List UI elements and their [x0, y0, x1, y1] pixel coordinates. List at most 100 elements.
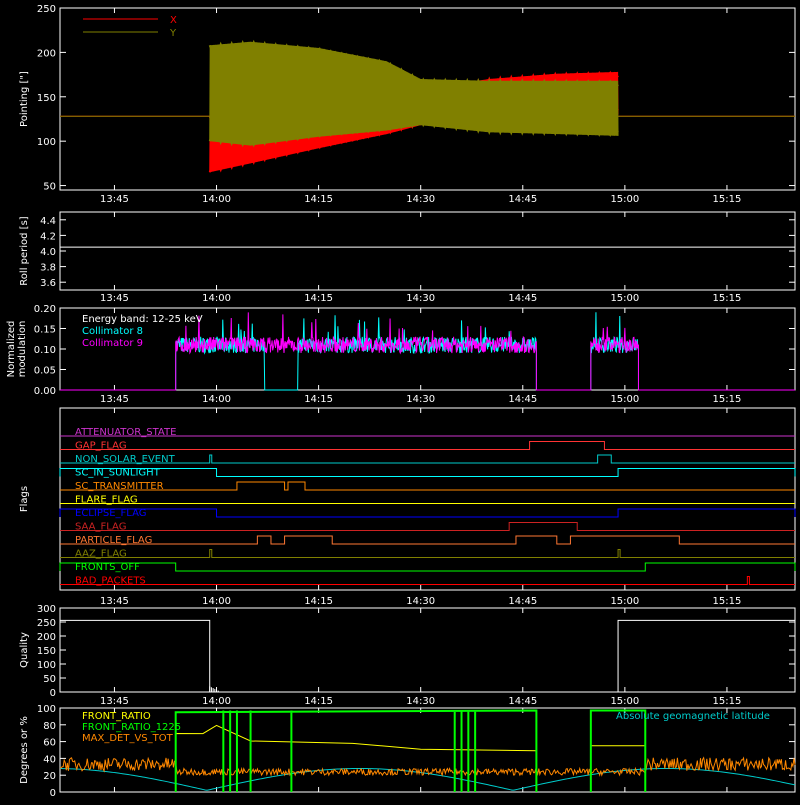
modulation-legend-1: Collimator 9	[82, 338, 143, 349]
flags-time-label-3: 14:30	[406, 596, 435, 607]
roll-ytick-label-2: 4.0	[40, 247, 56, 258]
pointing-time-label-6: 15:15	[713, 194, 742, 205]
degrees-ytick-label-2: 40	[43, 754, 56, 765]
modulation-ytick-label-0: 0.00	[34, 386, 56, 397]
modulation-time-label-2: 14:15	[304, 394, 333, 405]
degrees-legend-1: FRONT_RATIO_1225	[82, 722, 181, 733]
degrees-legend-0: FRONT_RATIO	[82, 711, 151, 722]
modulation-time-label-1: 14:00	[202, 394, 231, 405]
roll-time-label-5: 15:00	[610, 293, 639, 304]
pointing-time-label-3: 14:30	[406, 194, 435, 205]
pointing-time-label-1: 14:00	[202, 194, 231, 205]
modulation-ytick-label-1: 0.05	[34, 366, 56, 377]
panel-frames	[59, 7, 796, 793]
pointing-time-label-5: 15:00	[610, 194, 639, 205]
flag-label-fronts_off: FRONTS_OFF	[75, 562, 140, 573]
quality-time-label-4: 14:45	[508, 696, 537, 707]
modulation-time-label-4: 14:45	[508, 394, 537, 405]
modulation-time-label-6: 15:15	[713, 394, 742, 405]
flag-label-bad_packets: BAD_PACKETS	[75, 576, 146, 587]
roll-ytick-label-1: 3.8	[40, 263, 56, 274]
quality-ytick-label-6: 300	[37, 604, 56, 615]
modulation-time-label-0: 13:45	[100, 394, 129, 405]
quality-ytick-label-0: 0	[50, 688, 56, 699]
quality-ytick-label-2: 100	[37, 660, 56, 671]
pointing-time-label-2: 14:15	[304, 194, 333, 205]
pointing-series-Y-edge-low	[208, 118, 619, 148]
pointing-series-Y	[209, 41, 619, 146]
quality-time-label-3: 14:30	[406, 696, 435, 707]
flag-trace-sc_transmitter	[60, 481, 795, 491]
roll-ylabel: Roll period [s]	[19, 216, 30, 285]
flags-time-label-4: 14:45	[508, 596, 537, 607]
flags-time-label-6: 15:15	[713, 596, 742, 607]
pointing-series-Y-edge-high	[208, 39, 619, 88]
degrees-ytick-label-4: 80	[43, 721, 56, 732]
pointing-legend-label-Y: Y	[169, 28, 177, 39]
degrees-frame	[59, 707, 796, 793]
modulation-legend-0: Collimator 8	[82, 326, 143, 337]
modulation-time-label-3: 14:30	[406, 394, 435, 405]
pointing-frame	[59, 7, 796, 191]
degrees-ylabel: Degrees or %	[19, 716, 30, 784]
roll-frame	[59, 211, 796, 291]
flag-label-aaz_flag: AAZ_FLAG	[75, 549, 127, 560]
degrees-series-max-det-vs-tot	[59, 756, 796, 777]
degrees-ytick-label-3: 60	[43, 738, 56, 749]
roll-ytick-label-3: 4.2	[40, 231, 56, 242]
degrees-annotation: Absolute geomagnetic latitude	[616, 711, 770, 722]
pointing-ytick-label-2: 150	[37, 93, 56, 104]
flag-trace-gap_flag	[60, 441, 795, 450]
flags-time-label-0: 13:45	[100, 596, 129, 607]
pointing-ytick-label-4: 250	[37, 4, 56, 15]
flag-trace-sc_in_sunlight	[59, 468, 796, 477]
quality-time-label-1: 14:00	[202, 696, 231, 707]
quality-series-line	[60, 619, 795, 693]
roll-time-label-1: 14:00	[202, 293, 231, 304]
pointing-ytick-label-3: 200	[37, 48, 56, 59]
quality-time-label-6: 15:15	[713, 696, 742, 707]
quality-time-label-0: 13:45	[100, 696, 129, 707]
quality-ytick-label-4: 200	[37, 632, 56, 643]
roll-time-label-3: 14:30	[406, 293, 435, 304]
flags-time-label-5: 15:00	[610, 596, 639, 607]
pointing-ytick-label-1: 100	[37, 137, 56, 148]
flag-label-eclipse_flag: ECLIPSE_FLAG	[75, 508, 146, 519]
pointing-time-label-4: 14:45	[508, 194, 537, 205]
flag-label-sc_in_sunlight: SC_IN_SUNLIGHT	[75, 468, 161, 479]
degrees-ytick-label-1: 20	[43, 771, 56, 782]
degrees-legend-2: MAX_DET_VS_TOT	[82, 733, 174, 744]
flag-label-non_solar_event: NON_SOLAR_EVENT	[75, 454, 176, 465]
flags-ylabel: Flags	[19, 486, 30, 512]
degrees-ytick-label-5: 100	[37, 704, 56, 715]
flags-time-label-2: 14:15	[304, 596, 333, 607]
quality-time-label-5: 15:00	[610, 696, 639, 707]
flag-trace-eclipse_flag	[59, 508, 796, 518]
flag-trace-particle_flag	[60, 535, 795, 545]
degrees-series-geomagnetic-latitude	[59, 767, 796, 791]
modulation-series-collimator-9	[60, 312, 795, 391]
modulation-ylabel-0: Normalized	[6, 321, 17, 378]
quality-time-label-2: 14:15	[304, 696, 333, 707]
flags-frame	[59, 407, 796, 591]
pointing-time-label-0: 13:45	[100, 194, 129, 205]
degrees-ytick-label-0: 0	[50, 788, 56, 799]
flag-label-saa_flag: SAA_FLAG	[75, 522, 126, 533]
flag-trace-bad_packets	[60, 576, 795, 585]
data-marks	[59, 18, 796, 793]
modulation-time-label-5: 15:00	[610, 394, 639, 405]
flag-trace-non_solar_event	[60, 454, 795, 464]
flag-label-sc_transmitter: SC_TRANSMITTER	[75, 481, 164, 492]
flag-trace-aaz_flag	[60, 549, 795, 558]
roll-time-label-6: 15:15	[713, 293, 742, 304]
modulation-annotation: Energy band: 12-25 keV	[82, 314, 203, 325]
roll-time-label-0: 13:45	[100, 293, 129, 304]
flag-label-particle_flag: PARTICLE_FLAG	[75, 535, 152, 546]
flag-trace-saa_flag	[60, 522, 795, 531]
modulation-ytick-label-2: 0.10	[34, 345, 56, 356]
roll-ytick-label-4: 4.4	[40, 216, 56, 227]
flags-time-label-1: 14:00	[202, 596, 231, 607]
roll-ytick-label-0: 3.6	[40, 278, 56, 289]
